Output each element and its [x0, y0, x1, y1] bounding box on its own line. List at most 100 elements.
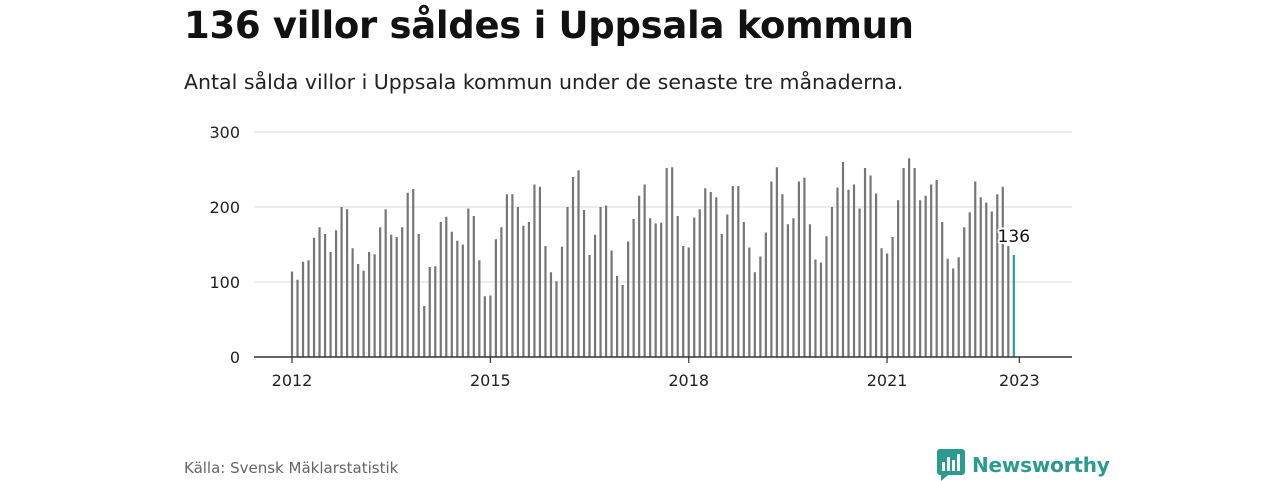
bar	[863, 168, 867, 357]
bar	[296, 279, 299, 357]
bar	[665, 168, 668, 357]
bar	[996, 194, 999, 357]
bar	[390, 234, 393, 357]
bar	[461, 244, 464, 357]
bar	[638, 195, 641, 357]
bar	[334, 230, 338, 357]
bar	[709, 192, 712, 357]
bar	[704, 188, 707, 357]
bar	[830, 207, 834, 357]
bar	[395, 237, 398, 357]
bar	[307, 260, 310, 357]
bar	[957, 257, 960, 357]
bar	[952, 268, 955, 357]
bar	[819, 262, 823, 357]
bar	[340, 207, 343, 357]
bar	[715, 197, 718, 357]
bar	[615, 276, 619, 357]
bar	[511, 194, 514, 357]
bar	[351, 248, 354, 357]
chart-subtitle: Antal sålda villor i Uppsala kommun unde…	[184, 70, 904, 94]
bar	[549, 272, 553, 357]
bar	[979, 197, 982, 357]
bar	[941, 222, 944, 357]
bar	[660, 222, 663, 357]
y-tick-label: 200	[209, 198, 240, 217]
bar	[483, 296, 486, 357]
bar	[687, 247, 690, 357]
bar	[742, 222, 745, 357]
bar	[373, 254, 376, 357]
bar	[593, 234, 597, 357]
bar	[737, 186, 740, 357]
bar	[346, 209, 349, 357]
bar	[803, 177, 806, 357]
bar	[362, 270, 365, 357]
bar	[566, 207, 569, 357]
brand-logo: Newsworthy	[937, 449, 1110, 481]
bar	[908, 158, 911, 357]
source-note: Källa: Svensk Mäklarstatistik	[184, 459, 399, 477]
bar	[588, 255, 591, 357]
highlight-bar	[1012, 255, 1015, 357]
bar	[649, 218, 652, 357]
bar	[913, 168, 916, 357]
bar	[489, 295, 492, 357]
bar	[301, 261, 305, 357]
x-tick-label: 2021	[867, 371, 908, 390]
bar	[533, 184, 536, 357]
bar	[384, 209, 387, 357]
bar	[924, 195, 927, 357]
bar	[632, 219, 635, 357]
bar	[825, 236, 828, 357]
bar	[919, 200, 922, 357]
bar	[571, 177, 575, 357]
bar	[423, 306, 426, 357]
bar	[467, 208, 470, 357]
bar	[401, 227, 404, 357]
bar	[599, 207, 602, 357]
bar	[797, 181, 801, 357]
bar	[963, 227, 966, 357]
y-tick-label: 300	[209, 123, 240, 142]
bar	[417, 234, 420, 357]
bar	[318, 227, 321, 357]
bar	[582, 210, 586, 357]
bar	[902, 168, 905, 357]
bar	[885, 253, 889, 357]
bar	[538, 186, 542, 357]
bar	[516, 207, 520, 357]
bar	[643, 184, 646, 357]
bar	[935, 180, 938, 357]
bar	[290, 271, 294, 357]
bar	[1007, 246, 1010, 357]
bar	[764, 232, 767, 357]
bar	[610, 250, 613, 357]
bar	[312, 237, 316, 357]
bar	[445, 216, 448, 357]
bar	[869, 175, 872, 357]
newsworthy-logo-icon	[937, 449, 965, 481]
bar	[522, 225, 525, 357]
bar	[544, 246, 547, 357]
bar	[874, 193, 878, 357]
bar	[527, 222, 531, 357]
bar	[494, 239, 497, 357]
bar	[880, 248, 883, 357]
bar	[770, 181, 773, 357]
bar	[654, 223, 657, 357]
bar	[897, 200, 900, 357]
bar	[604, 205, 608, 357]
bar	[759, 256, 762, 357]
bar	[406, 192, 409, 357]
bar	[753, 272, 756, 357]
x-tick-label: 2012	[272, 371, 313, 390]
bar	[671, 167, 674, 357]
bar	[847, 189, 850, 357]
bar	[323, 234, 327, 357]
bar	[985, 202, 988, 357]
bar	[472, 216, 475, 357]
bar	[428, 267, 431, 357]
bar	[852, 184, 856, 357]
bar	[368, 252, 371, 357]
